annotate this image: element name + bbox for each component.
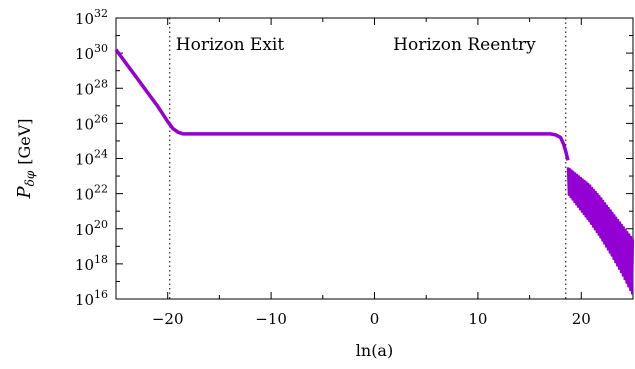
- y-tick-label: 1022: [75, 183, 108, 204]
- y-tick-label: 1026: [75, 112, 108, 133]
- series-line: [114, 48, 570, 161]
- x-axis-label: ln(a): [356, 341, 393, 360]
- vline-label: Horizon Reentry: [393, 35, 536, 55]
- plot-frame: [115, 17, 634, 300]
- axis-labels: ln(a) Pδφ[GeV]: [14, 118, 393, 360]
- y-tick-label: 1016: [75, 288, 108, 309]
- x-tick-label: −20: [152, 310, 184, 328]
- y-axis: 1016 1018 1020 1022 1024 1026 1028 1030 1032: [75, 7, 633, 309]
- x-axis: −20 −10 0 10 20: [115, 18, 634, 328]
- x-tick-label: 0: [370, 310, 380, 328]
- vline-label: Horizon Exit: [176, 35, 285, 55]
- x-tick-label: −10: [255, 310, 287, 328]
- series-group: [114, 48, 635, 295]
- oscillation-line: [566, 167, 635, 295]
- x-tick-label: 10: [468, 310, 487, 328]
- vertical-markers: Horizon Exit Horizon Reentry: [169, 18, 567, 299]
- y-axis-label: Pδφ[GeV]: [14, 118, 37, 199]
- y-tick-label: 1032: [75, 7, 108, 28]
- y-tick-label: 1028: [75, 77, 108, 98]
- y-tick-label: 1030: [75, 42, 108, 63]
- y-tick-label: 1020: [75, 218, 108, 239]
- plot-frame-group: [115, 17, 634, 300]
- y-tick-label: 1024: [75, 148, 108, 169]
- y-tick-label: 1018: [75, 253, 108, 274]
- x-tick-label: 20: [572, 310, 591, 328]
